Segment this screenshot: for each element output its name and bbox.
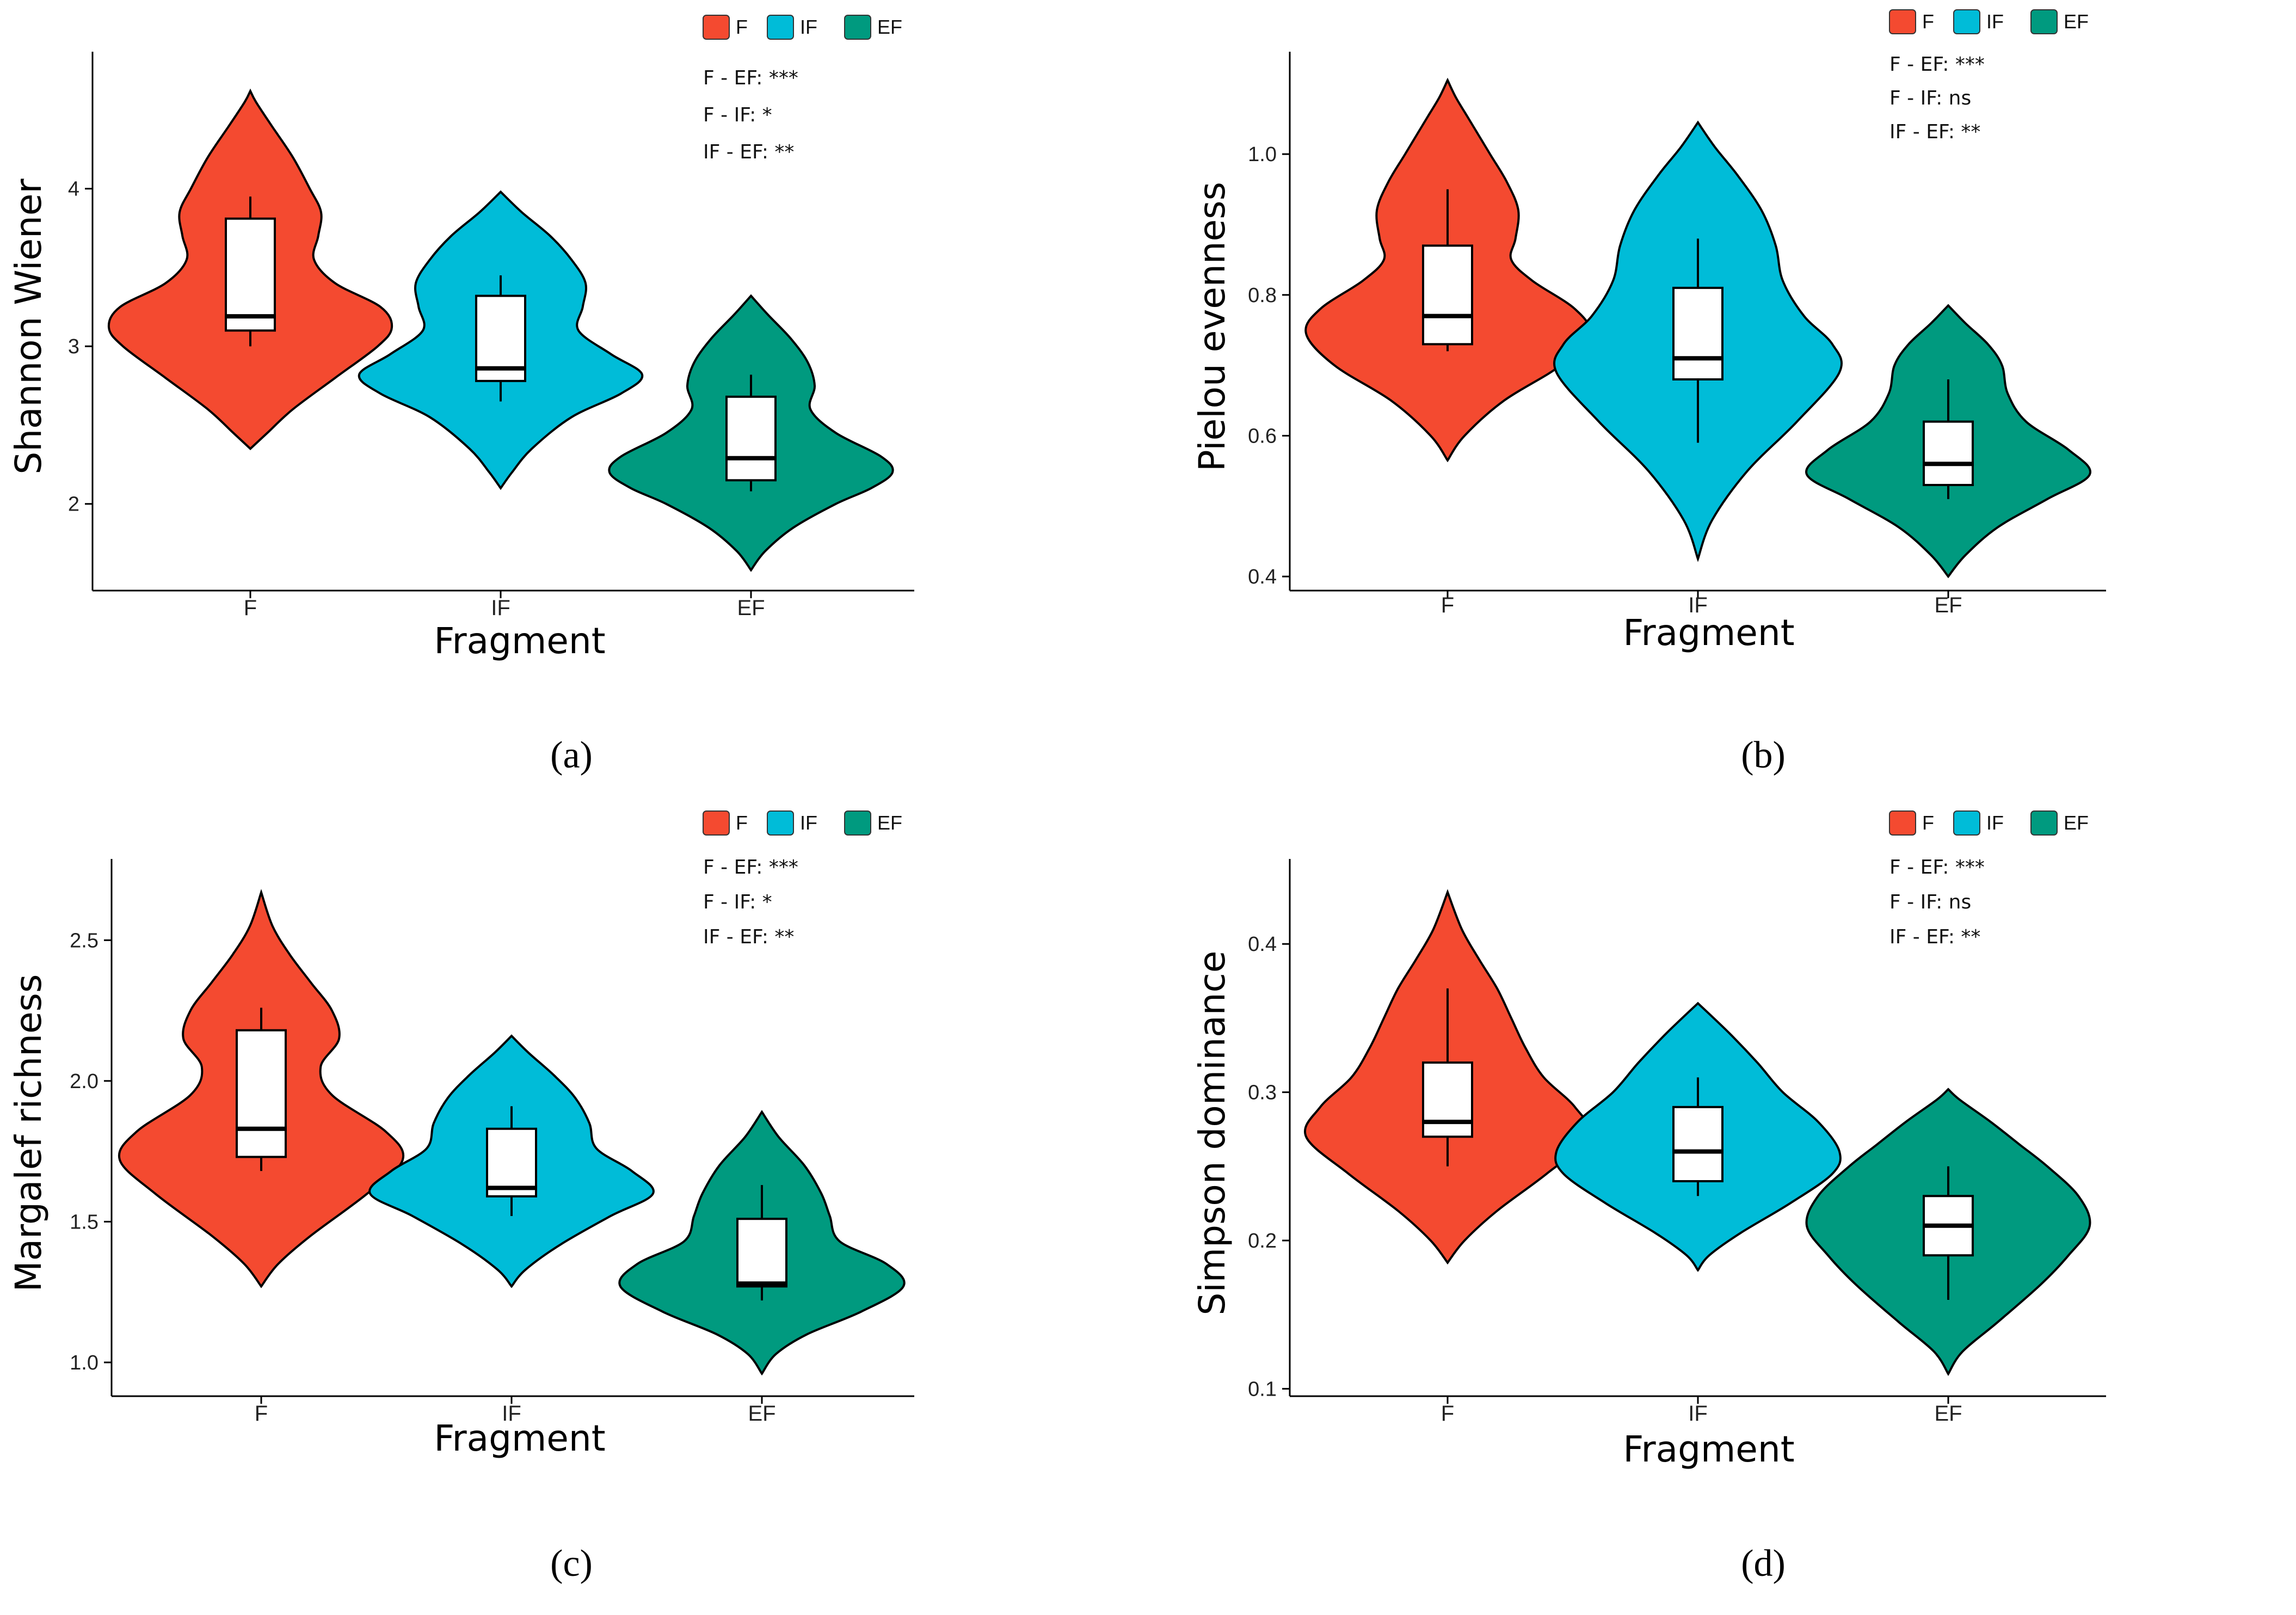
chart-panel-4: 0.1 0.2 0.3 0.4 F IF EF Fragment Simpson dominan…: [1191, 810, 2106, 1585]
legend-swatch-F: [1889, 810, 1916, 836]
x-tick-label: IF: [502, 1402, 521, 1426]
y-tick-label: 1.0: [70, 1352, 99, 1374]
box-IF: [1672, 286, 1723, 380]
legend-label-F: F: [1922, 812, 1934, 834]
legend-swatch-IF: [1953, 9, 1980, 34]
significance-label: F - IF: *: [703, 104, 772, 126]
y-tick-label: 0.4: [1248, 566, 1277, 588]
significance-label: F - EF: ***: [703, 856, 798, 879]
y-tick-label: 1.0: [1248, 143, 1277, 166]
y-tick-label: 0.6: [1248, 425, 1277, 447]
x-tick-label: EF: [1934, 593, 1962, 617]
x-tick-label: F: [1441, 593, 1454, 617]
significance-label: IF - EF: **: [1889, 926, 1980, 948]
legend-label-EF: EF: [877, 16, 902, 38]
significance-label: F - IF: *: [703, 891, 772, 913]
legend-label-IF: IF: [1986, 10, 2004, 33]
legend: F IF EF: [1889, 9, 2089, 34]
panel-label: (b): [1741, 734, 1786, 776]
legend-label-EF: EF: [2064, 10, 2089, 33]
panel-label: (a): [550, 734, 593, 776]
legend-label-EF: EF: [2064, 812, 2089, 834]
box-EF: [736, 1218, 787, 1288]
x-tick-label: F: [255, 1402, 268, 1426]
x-axis-title: Fragment: [1623, 612, 1794, 654]
x-tick-label: EF: [1934, 1402, 1962, 1426]
legend-swatch-EF: [2030, 9, 2058, 34]
legend-label-F: F: [736, 812, 748, 834]
y-tick-label: 4: [68, 178, 79, 201]
legend-swatch-IF: [767, 15, 794, 40]
y-tick-label: 0.4: [1248, 933, 1277, 956]
y-tick-label: 0.3: [1248, 1082, 1277, 1104]
legend-swatch-F: [703, 15, 730, 40]
y-tick-label: 2.0: [70, 1070, 99, 1093]
box-F: [236, 1029, 287, 1158]
x-tick-label: IF: [1688, 1402, 1708, 1426]
panel-label: (c): [550, 1543, 593, 1585]
legend-label-IF: IF: [800, 812, 817, 834]
y-tick-label: 2.5: [70, 929, 99, 952]
x-tick-label: IF: [491, 596, 510, 620]
legend-swatch-EF: [2030, 810, 2058, 836]
box-IF: [486, 1127, 537, 1198]
x-axis-title: Fragment: [434, 1417, 605, 1459]
box-F: [1422, 244, 1473, 346]
significance-label: F - EF: ***: [703, 67, 798, 89]
legend-label-EF: EF: [877, 812, 902, 834]
legend: F IF EF: [703, 810, 902, 836]
legend-swatch-EF: [844, 810, 871, 836]
significance-label: IF - EF: **: [703, 141, 794, 163]
panel-label: (d): [1741, 1543, 1786, 1585]
significance-label: IF - EF: **: [703, 926, 794, 948]
x-tick-label: F: [244, 596, 257, 620]
legend-label-IF: IF: [800, 16, 817, 38]
legend-label-F: F: [1922, 10, 1934, 33]
legend-swatch-EF: [844, 15, 871, 40]
significance-label: IF - EF: **: [1889, 121, 1980, 143]
x-tick-label: EF: [748, 1402, 775, 1426]
y-axis-title: Margalef richness: [8, 974, 50, 1292]
chart-panel-3: 1.0 1.5 2.0 2.5 F IF EF Fragment Margalef richne…: [8, 810, 914, 1585]
y-tick-label: 0.1: [1248, 1378, 1277, 1401]
y-tick-label: 2: [68, 493, 79, 516]
y-tick-label: 0.2: [1248, 1230, 1277, 1252]
y-tick-label: 0.8: [1248, 284, 1277, 307]
y-axis-title: Simpson dominance: [1191, 951, 1233, 1316]
chart-panel-1: 2 3 4 F IF EF Fragment Shannon Wiener F IF EF F - E…: [8, 15, 914, 776]
legend: F IF EF: [1889, 810, 2089, 836]
x-axis-title: Fragment: [434, 620, 605, 662]
legend-label-IF: IF: [1986, 812, 2004, 834]
panels-layer: 2 3 4 F IF EF Fragment Shannon Wiener F IF EF F - E…: [8, 9, 2106, 1585]
y-tick-label: 1.5: [70, 1211, 99, 1233]
y-axis-title: Shannon Wiener: [8, 178, 50, 474]
significance-label: F - EF: ***: [1889, 856, 1985, 879]
legend-label-F: F: [736, 16, 748, 38]
chart-panel-2: 0.4 0.6 0.8 1.0 F IF EF Fragment Pielou evenness…: [1191, 9, 2106, 776]
x-axis-title: Fragment: [1623, 1428, 1794, 1470]
y-tick-label: 3: [68, 335, 79, 358]
box-F: [1422, 1061, 1473, 1138]
x-tick-label: EF: [737, 596, 765, 620]
significance-label: F - IF: ns: [1889, 891, 1971, 913]
legend-swatch-IF: [767, 810, 794, 836]
x-tick-label: F: [1441, 1402, 1454, 1426]
x-tick-label: IF: [1688, 593, 1708, 617]
box-IF: [1672, 1106, 1723, 1183]
legend-swatch-F: [1889, 9, 1916, 34]
significance-label: F - EF: ***: [1889, 53, 1985, 76]
box-F: [225, 217, 276, 332]
significance-label: F - IF: ns: [1889, 87, 1971, 109]
y-axis-title: Pielou evenness: [1191, 182, 1233, 471]
legend-swatch-F: [703, 810, 730, 836]
legend-swatch-IF: [1953, 810, 1980, 836]
box-EF: [1923, 420, 1974, 486]
box-EF: [725, 395, 777, 482]
legend: F IF EF: [703, 15, 902, 40]
